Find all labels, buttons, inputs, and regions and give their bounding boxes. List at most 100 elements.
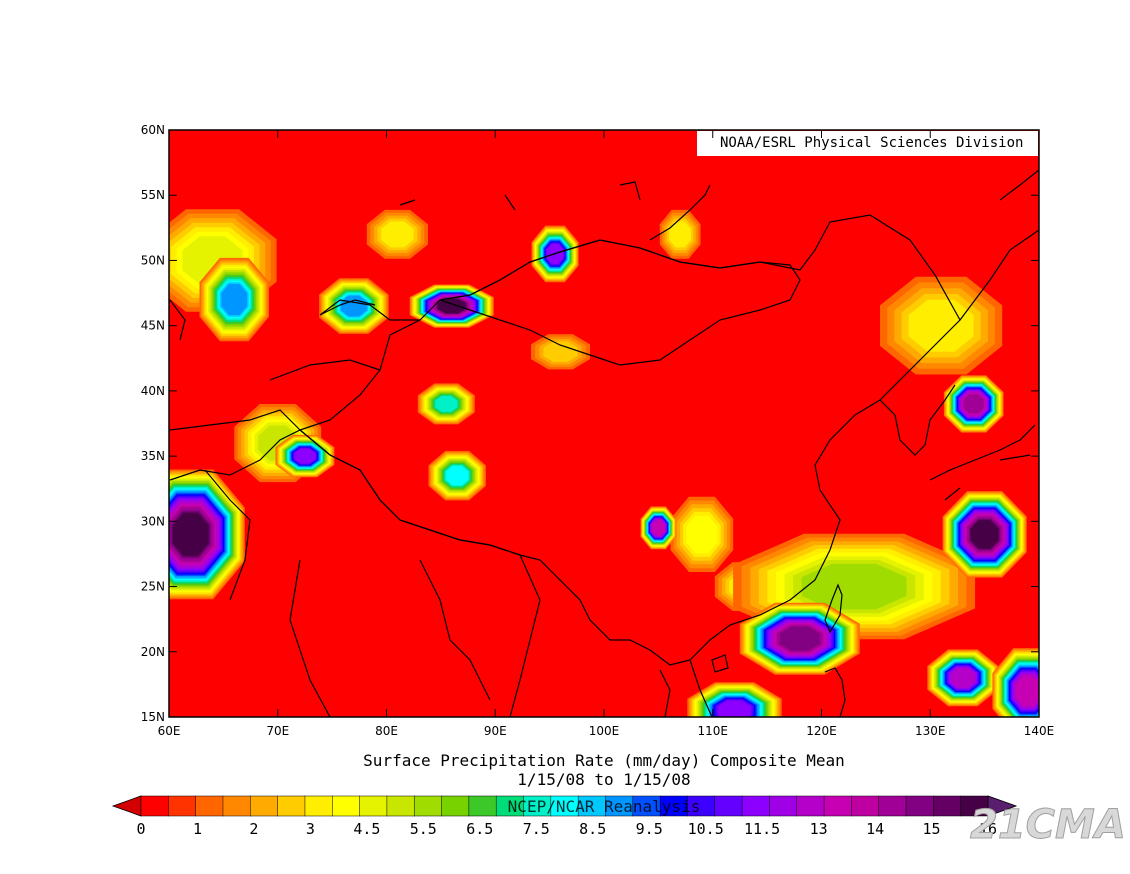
balkhash-lake: [319, 299, 376, 316]
contour-level: [801, 563, 907, 610]
precip-max-gobi: [531, 334, 590, 370]
colorbar-swatch: [441, 795, 470, 817]
colorbar-label: 10.5: [688, 820, 724, 838]
lon-tick-label: 60E: [158, 724, 181, 738]
colorbar-label: 0: [136, 820, 145, 838]
colorbar-label: 5.5: [410, 820, 437, 838]
contour-level: [341, 295, 367, 317]
contour-level: [950, 668, 976, 688]
lat-tick-label: 20N: [141, 645, 165, 659]
lat-tick-label: 30N: [141, 514, 165, 528]
colorbar-swatch: [222, 795, 251, 817]
contour-level: [779, 626, 820, 651]
lat-tick-label: 25N: [141, 580, 165, 594]
contour-level: [652, 520, 665, 536]
colorbar-label: 14: [866, 820, 884, 838]
precip-max-yangtze: [670, 496, 734, 572]
colorbar-swatch: [413, 795, 443, 817]
contour-level: [294, 448, 316, 464]
contour-level: [970, 520, 999, 549]
colorbar-swatch: [304, 795, 333, 817]
lon-tick-label: 140E: [1024, 724, 1055, 738]
precip-max-balkhash: [409, 284, 494, 328]
precip-max-altai: [366, 209, 428, 259]
precip-max-sichuan: [640, 506, 677, 550]
precip-max-korea: [943, 375, 1004, 433]
colorbar-over-arrow: [987, 795, 1018, 817]
lon-tick-label: 80E: [375, 724, 398, 738]
colorbar-swatch: [878, 795, 907, 817]
contour-level: [437, 299, 466, 314]
precip-max-tibet: [428, 450, 486, 501]
colorbar-swatch: [468, 795, 497, 817]
precip-max-philippine-sea: [927, 649, 999, 707]
korea-coast: [879, 384, 956, 456]
precip-max-kazakh-east: [319, 278, 389, 334]
coastlines-borders: [169, 169, 1039, 717]
contour-level: [173, 513, 209, 556]
colorbar-swatch: [386, 795, 415, 817]
contour-level: [446, 466, 469, 486]
colorbar-swatch: [250, 795, 279, 817]
contour-level: [435, 395, 458, 412]
central-asia-borders: [169, 299, 420, 601]
colorbar-label: 1: [193, 820, 202, 838]
contour-level: [963, 394, 984, 414]
colorbar-label: 11.5: [744, 820, 780, 838]
colorbar-label: 6.5: [466, 820, 493, 838]
lon-tick-label: 70E: [266, 724, 289, 738]
lon-tick-label: 100E: [589, 724, 620, 738]
colorbar-swatch: [359, 795, 388, 817]
chart-title-line2: 1/15/08 to 1/15/08: [517, 770, 690, 789]
precip-max-northeast: [880, 276, 1003, 375]
colorbar-label: 15: [922, 820, 940, 838]
contour-level: [669, 221, 691, 248]
contour-level: [221, 284, 248, 315]
precip-max-japan: [942, 491, 1027, 578]
taiwan-coast: [824, 583, 843, 634]
lat-tick-label: 50N: [141, 253, 165, 267]
hainan-coast: [711, 654, 729, 673]
precip-max-pamir: [275, 434, 335, 478]
map-axes: 60E 70E 80E 90E 100E 110E 120E 130E 140E 60N 55N 50…: [141, 123, 1055, 738]
colorbar: 0 1 2 3 4.5 5.5 6.5 7.5 8.5 9.5 10.5 11.5 13 14 15 16: [111, 795, 1018, 838]
contour-level: [1016, 676, 1039, 706]
colorbar-under-arrow: [111, 795, 142, 817]
contour-level: [543, 341, 578, 362]
philippines-coast: [824, 667, 846, 717]
colorbar-swatch: [277, 795, 306, 817]
chart-title-line1: Surface Precipitation Rate (mm/day) Comp…: [363, 751, 845, 770]
colorbar-swatch: [769, 795, 798, 817]
colorbar-label: 9.5: [636, 820, 663, 838]
indochina-coast: [659, 659, 713, 717]
small-lakes: [399, 181, 641, 211]
colorbar-label: 7.5: [523, 820, 550, 838]
colorbar-swatch: [332, 795, 361, 817]
japan-coast: [929, 424, 1036, 501]
colorbar-swatch: [933, 795, 962, 817]
colorbar-swatch: [714, 795, 743, 817]
colorbar-swatch: [823, 795, 852, 817]
colorbar-swatch: [796, 795, 825, 817]
contour-level: [718, 700, 751, 717]
precip-max-kazakh-west: [199, 257, 269, 342]
credit-label: NOAA/ESRL Physical Sciences Division: [720, 135, 1023, 151]
lat-tick-label: 55N: [141, 188, 165, 202]
colorbar-swatch: [905, 795, 934, 817]
lat-tick-label: 40N: [141, 384, 165, 398]
precip-max-south-china-sea: [739, 602, 860, 675]
precip-max-west-pakistan: [169, 469, 245, 600]
colorbar-label: 16: [979, 820, 997, 838]
lon-tick-label: 90E: [484, 724, 507, 738]
colorbar-swatch: [195, 795, 224, 817]
colorbar-label: 2: [249, 820, 258, 838]
precip-max-philippines: [992, 648, 1039, 717]
lon-tick-label: 120E: [806, 724, 837, 738]
contour-level: [908, 299, 974, 352]
colorbar-swatch: [851, 795, 880, 817]
colorbar-swatch: [168, 795, 197, 817]
mongolia-border: [439, 239, 801, 366]
lat-tick-label: 15N: [141, 710, 165, 724]
colorbar-label: 8.5: [579, 820, 606, 838]
